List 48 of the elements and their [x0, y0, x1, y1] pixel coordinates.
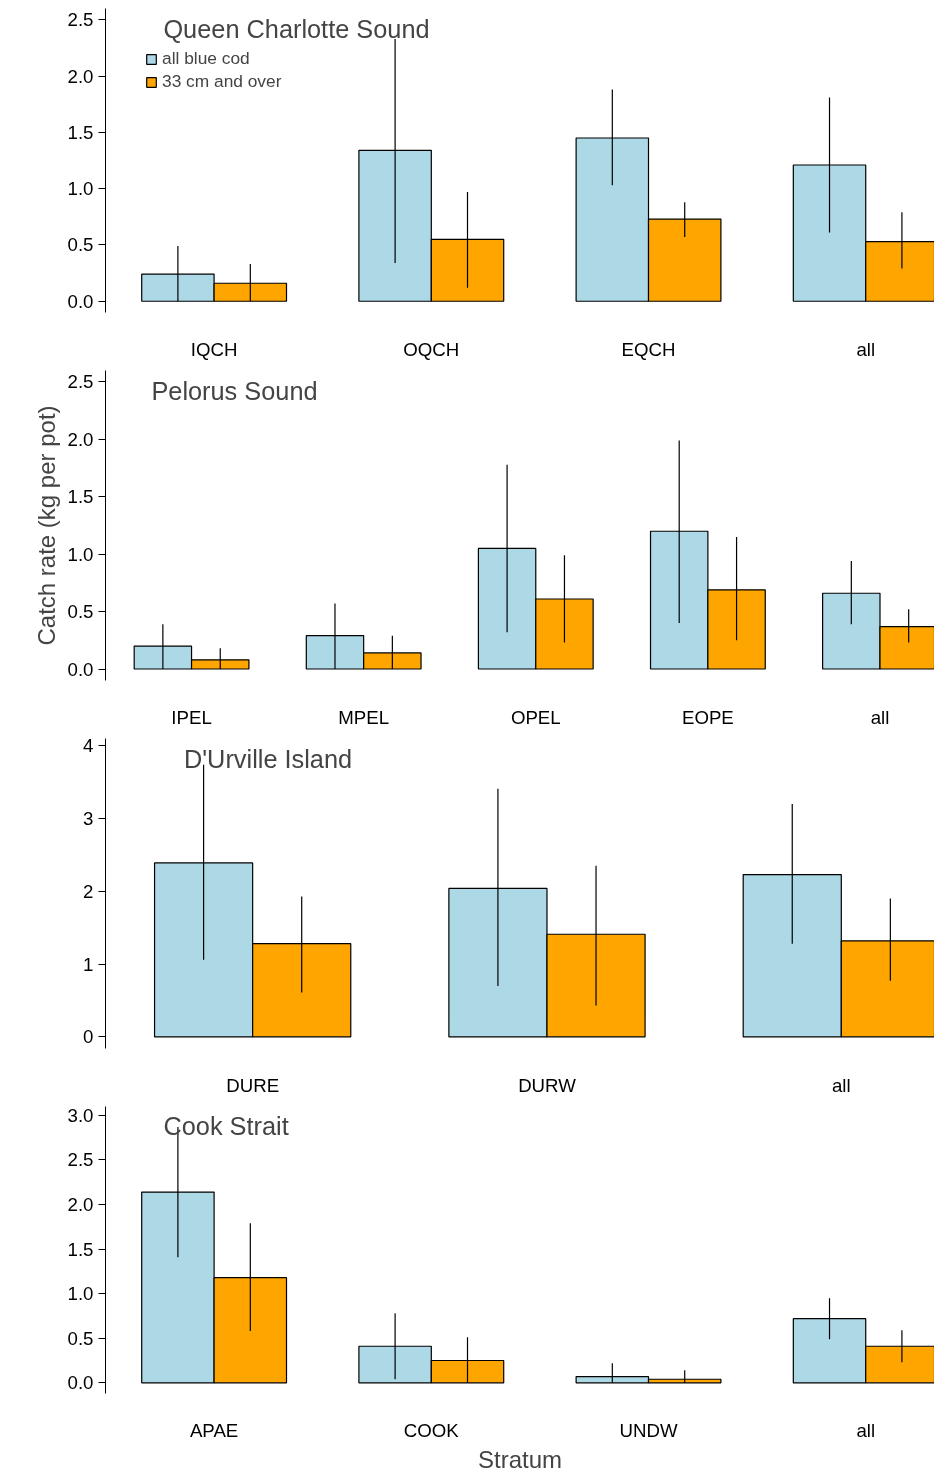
x-tick-label: all [856, 1419, 876, 1441]
x-tick-label: all [831, 1074, 851, 1096]
x-tick-label: all [870, 706, 890, 728]
y-tick-label: 2.0 [67, 65, 94, 87]
y-tick-label: 1.5 [67, 486, 94, 508]
x-tick-label: IPEL [171, 706, 212, 728]
chart-title: D'Urville Island [183, 744, 353, 773]
chart-title: Queen Charlotte Sound [163, 14, 430, 43]
x-tick-label: APAE [189, 1419, 239, 1441]
y-tick-label: 0.0 [67, 658, 94, 680]
y-tick-label: 3 [83, 808, 94, 830]
x-axis-title: Stratum [477, 1445, 563, 1473]
y-tick-label: 2.0 [67, 1194, 94, 1216]
y-tick-label: 0.0 [67, 290, 94, 312]
y-tick-label: 2.0 [67, 428, 94, 450]
y-tick-label: 1 [83, 953, 94, 975]
x-tick-label: EOPE [681, 706, 734, 728]
x-tick-label: DURW [518, 1074, 577, 1096]
x-tick-label: all [856, 338, 876, 360]
chart-title: Pelorus Sound [151, 376, 318, 405]
y-tick-label: 1.0 [67, 1283, 94, 1305]
x-tick-label: UNDW [619, 1419, 678, 1441]
y-tick-label: 1.5 [67, 1238, 94, 1260]
y-tick-label: 0 [83, 1026, 94, 1048]
y-tick-label: 1.5 [67, 121, 94, 143]
y-tick-label: 0.0 [67, 1372, 94, 1394]
x-tick-label: MPEL [338, 706, 390, 728]
y-tick-label: 4 [83, 735, 94, 757]
chart-title: Cook Strait [163, 1112, 289, 1141]
x-tick-label: IQCH [190, 338, 238, 360]
legend-label: 33 cm and over [162, 71, 282, 92]
x-tick-label: OPEL [510, 706, 561, 728]
y-tick-label: 0.5 [67, 234, 94, 256]
y-tick-label: 1.0 [67, 543, 94, 565]
legend-label: all blue cod [162, 48, 250, 69]
y-tick-label: 1.0 [67, 178, 94, 200]
y-tick-label: 0.5 [67, 601, 94, 623]
y-tick-label: 3.0 [67, 1104, 94, 1126]
y-tick-label: 2.5 [67, 1149, 94, 1171]
x-tick-label: DURE [226, 1074, 280, 1096]
y-tick-label: 2.5 [67, 371, 94, 393]
x-tick-label: COOK [403, 1419, 460, 1441]
y-tick-label: 0.5 [67, 1327, 94, 1349]
y-tick-label: 2.5 [67, 9, 94, 31]
y-tick-label: 2 [83, 880, 94, 902]
y-axis-title: Catch rate (kg per pot) [32, 405, 60, 646]
x-tick-label: EQCH [621, 338, 676, 360]
x-tick-label: OQCH [403, 338, 460, 360]
